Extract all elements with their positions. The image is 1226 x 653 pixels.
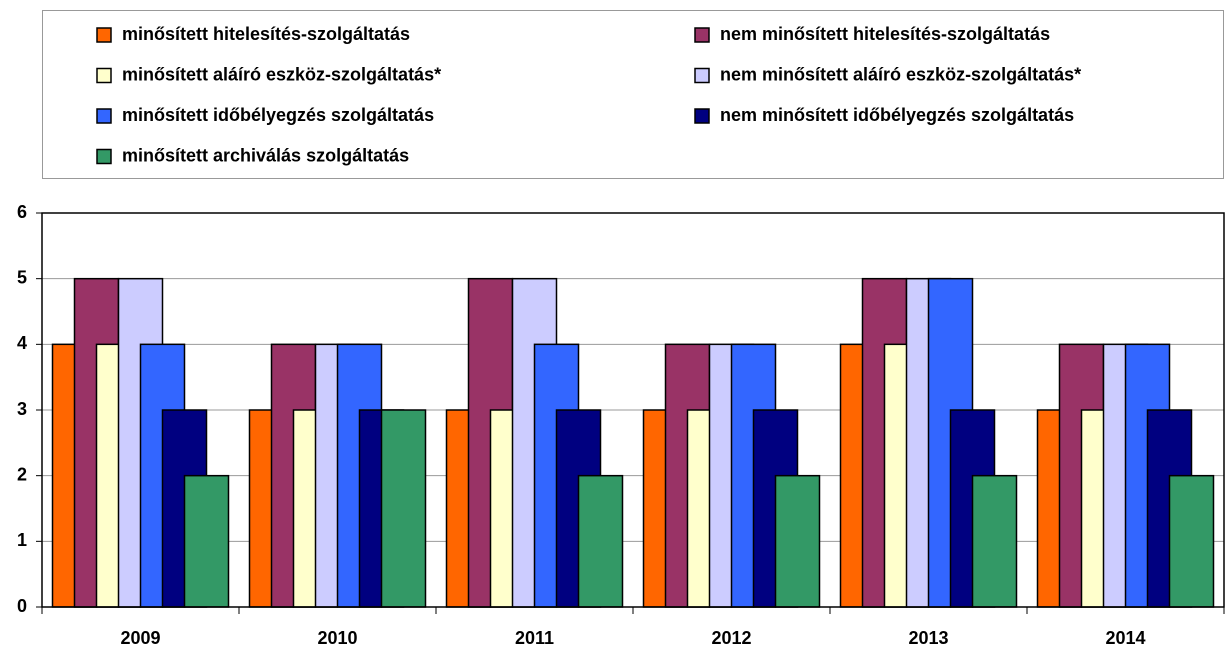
legend-swatch bbox=[694, 108, 710, 124]
y-tick-label: 3 bbox=[17, 399, 27, 419]
y-tick-label: 2 bbox=[17, 464, 27, 484]
bar bbox=[1168, 474, 1215, 608]
y-tick-label: 1 bbox=[17, 530, 27, 550]
y-tick-label: 5 bbox=[17, 267, 27, 287]
x-tick-label: 2011 bbox=[515, 628, 554, 648]
x-tick-label: 2013 bbox=[908, 628, 948, 648]
legend-swatch bbox=[694, 27, 710, 43]
legend-label: minősített időbélyegzés szolgáltatás bbox=[122, 105, 434, 125]
x-tick-label: 2010 bbox=[317, 628, 357, 648]
bar bbox=[380, 409, 427, 608]
legend-swatch bbox=[694, 67, 710, 84]
y-tick-label: 4 bbox=[17, 333, 27, 353]
bar bbox=[971, 474, 1018, 608]
legend-label: minősített hitelesítés-szolgáltatás bbox=[122, 24, 410, 44]
bar bbox=[577, 474, 624, 608]
x-tick-label: 2014 bbox=[1105, 628, 1145, 648]
legend-label: minősített aláíró eszköz-szolgáltatás* bbox=[122, 64, 441, 84]
legend-label: minősített archiválás szolgáltatás bbox=[122, 145, 409, 165]
bar bbox=[774, 474, 821, 608]
legend-swatch bbox=[96, 27, 112, 43]
legend-box bbox=[42, 10, 1224, 179]
x-tick-label: 2009 bbox=[120, 628, 160, 648]
legend-swatch bbox=[96, 67, 112, 84]
y-tick-label: 0 bbox=[17, 596, 27, 616]
legend-label: nem minősített hitelesítés-szolgáltatás bbox=[720, 24, 1050, 44]
x-tick-label: 2012 bbox=[711, 628, 751, 648]
bar bbox=[183, 474, 230, 608]
legend-swatch bbox=[96, 108, 112, 124]
legend-label: nem minősített időbélyegzés szolgáltatás bbox=[720, 105, 1074, 125]
y-tick-label: 6 bbox=[17, 202, 27, 222]
legend-label: nem minősített aláíró eszköz-szolgáltatá… bbox=[720, 64, 1081, 84]
legend-swatch bbox=[96, 148, 112, 165]
